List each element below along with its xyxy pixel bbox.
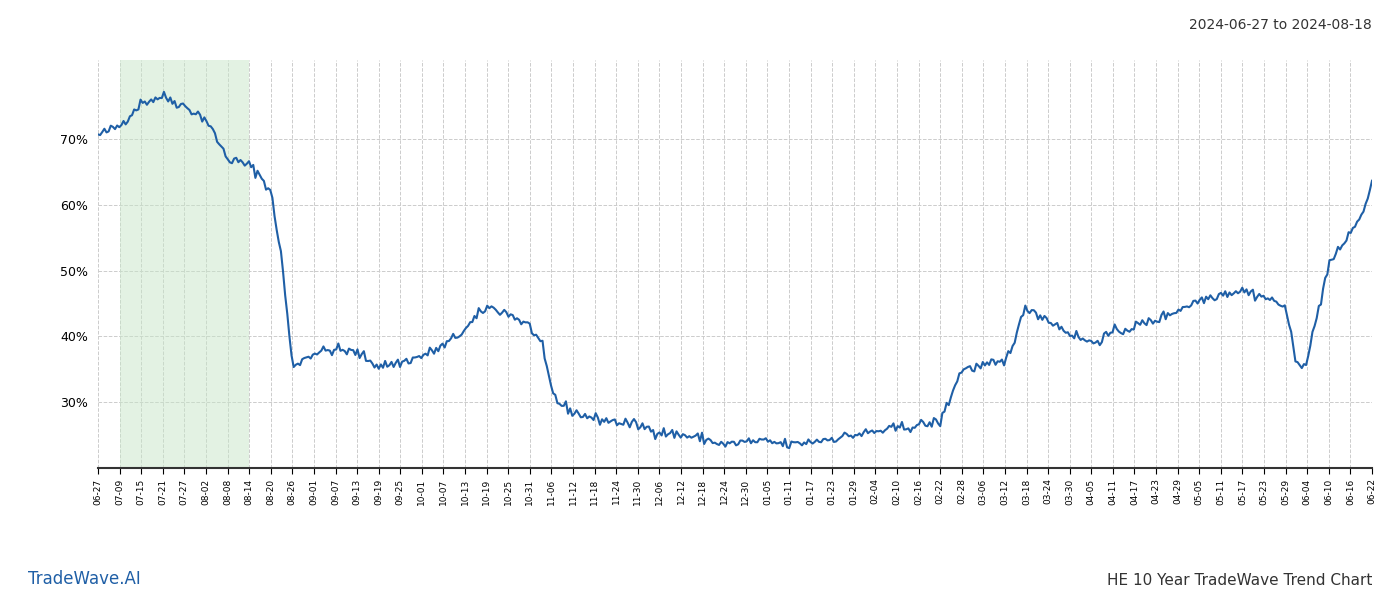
Text: 2024-06-27 to 2024-08-18: 2024-06-27 to 2024-08-18 bbox=[1189, 18, 1372, 32]
Text: HE 10 Year TradeWave Trend Chart: HE 10 Year TradeWave Trend Chart bbox=[1106, 573, 1372, 588]
Text: TradeWave.AI: TradeWave.AI bbox=[28, 570, 141, 588]
Bar bbox=[119, 60, 249, 468]
